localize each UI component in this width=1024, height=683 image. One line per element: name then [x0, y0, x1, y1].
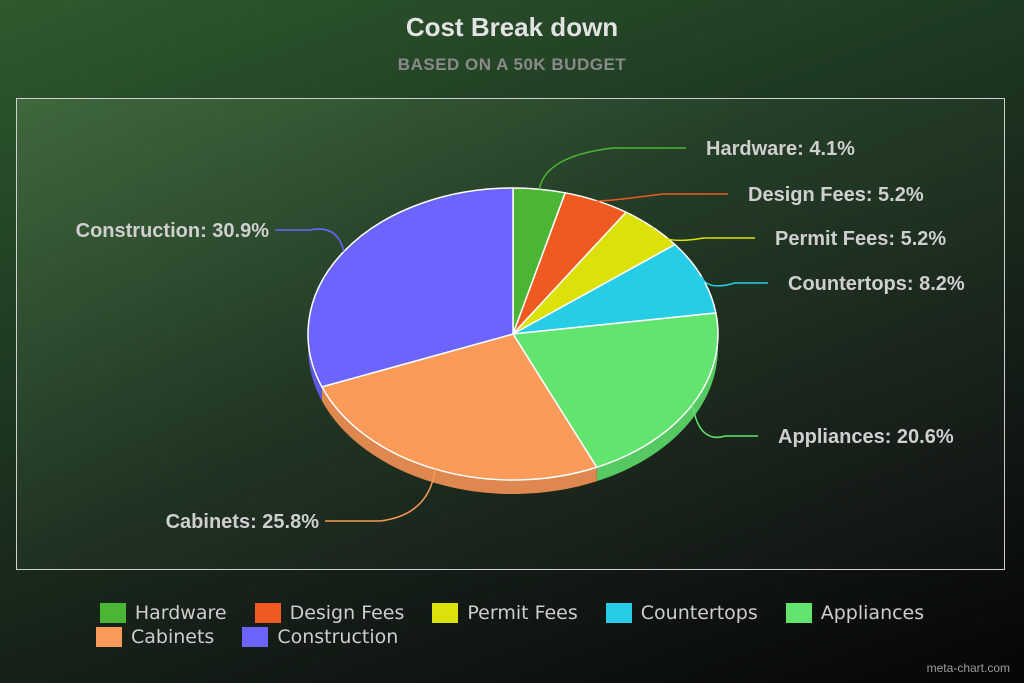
- leader-line: [651, 226, 755, 242]
- leader-line: [275, 228, 345, 252]
- legend-label: Countertops: [640, 602, 758, 624]
- leader-line: [325, 468, 436, 522]
- pie-side-construction: [308, 334, 322, 401]
- legend-item-design-fees[interactable]: Design Fees: [254, 602, 405, 624]
- data-label-permit-fees: Permit Fees: 5.2%: [775, 228, 946, 250]
- pie-side-cabinets: [321, 386, 597, 495]
- legend-item-hardware[interactable]: Hardware: [99, 602, 227, 624]
- legend-item-appliances[interactable]: Appliances: [785, 602, 925, 624]
- legend-swatch: [605, 603, 632, 623]
- data-label-design-fees: Design Fees: 5.2%: [748, 184, 924, 206]
- chart-subtitle: BASED ON A 50K BUDGET: [397, 55, 627, 74]
- legend-swatch: [242, 627, 269, 647]
- legend-label: Permit Fees: [467, 602, 578, 624]
- leader-line: [691, 404, 758, 439]
- leader-line: [700, 276, 768, 287]
- data-label-appliances: Appliances: 20.6%: [778, 426, 954, 448]
- legend-label: Design Fees: [289, 602, 405, 624]
- legend-label: Hardware: [134, 602, 227, 624]
- chart-title: Cost Break down: [405, 12, 619, 42]
- legend-item-countertops[interactable]: Countertops: [605, 602, 758, 624]
- data-label-countertops: Countertops: 8.2%: [788, 273, 965, 295]
- leader-line: [538, 147, 686, 190]
- legend-swatch: [785, 603, 812, 623]
- legend-swatch: [432, 603, 459, 623]
- legend-item-cabinets[interactable]: Cabinets: [96, 626, 214, 648]
- data-label-cabinets: Cabinets: 25.8%: [166, 511, 320, 533]
- legend-row: Cabinets Construction: [0, 626, 1024, 648]
- data-label-construction: Construction: 30.9%: [76, 220, 270, 242]
- legend-item-construction[interactable]: Construction: [242, 626, 398, 648]
- legend-label: Cabinets: [131, 626, 215, 648]
- legend-item-permit-fees[interactable]: Permit Fees: [432, 602, 578, 624]
- legend-label: Construction: [277, 626, 399, 648]
- legend-swatch: [99, 603, 126, 623]
- data-label-hardware: Hardware: 4.1%: [706, 138, 855, 160]
- legend-swatch: [254, 603, 281, 623]
- pie-slice-appliances[interactable]: [512, 312, 719, 469]
- pie-slice-countertops[interactable]: [512, 243, 717, 335]
- leader-line: [596, 193, 728, 202]
- legend-swatch: [96, 627, 122, 647]
- legend-row: Hardware Design Fees Permit Fees Counter…: [0, 602, 1024, 624]
- credit-text: meta-chart.com: [926, 661, 1010, 675]
- legend-label: Appliances: [820, 602, 925, 624]
